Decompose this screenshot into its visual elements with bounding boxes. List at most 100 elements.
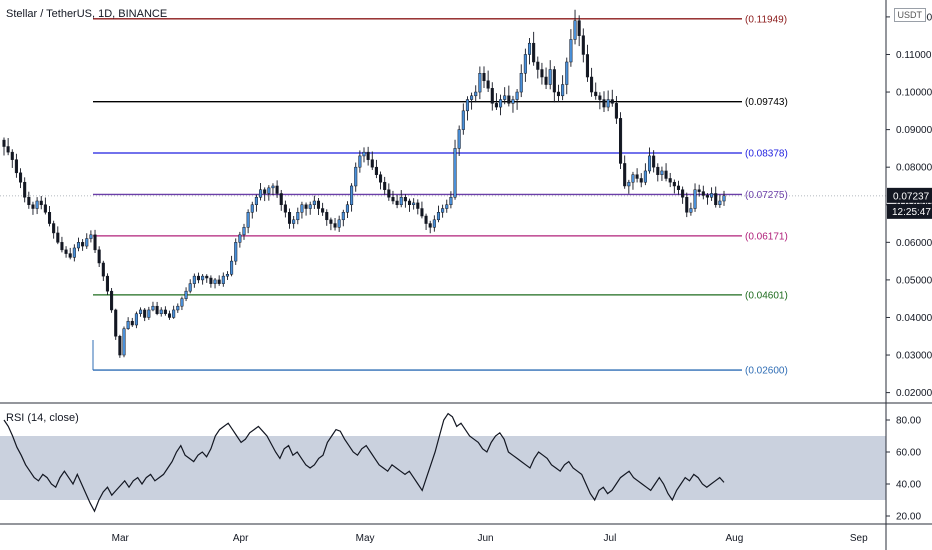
level-label: (0.09743) (745, 97, 788, 108)
candle (552, 66, 556, 103)
candle (97, 246, 101, 268)
candle (710, 187, 714, 201)
candlestick-series (2, 9, 726, 358)
candle (449, 191, 453, 209)
candle (172, 305, 176, 319)
candle (478, 66, 482, 100)
candle (507, 85, 511, 107)
candle (39, 195, 43, 210)
candle (341, 209, 345, 227)
candle (565, 57, 569, 95)
y-tick-label: 0.06000 (896, 238, 932, 249)
candle (287, 208, 292, 229)
candle (441, 204, 445, 218)
candle (122, 326, 126, 358)
candle (676, 180, 681, 195)
level-label: (0.04601) (745, 290, 788, 301)
candle (515, 89, 519, 110)
candle (225, 271, 229, 280)
candle (370, 151, 374, 171)
candle (412, 198, 416, 210)
candle (503, 87, 507, 105)
candle (31, 201, 35, 215)
candle (540, 62, 544, 85)
candle (263, 187, 267, 202)
candle (474, 85, 478, 103)
candle (519, 64, 523, 98)
horizontal-levels[interactable]: (0.11949) (0.09743) (0.08378) (0.07275) (0.0… (92, 14, 788, 377)
candle (254, 194, 258, 212)
candle (47, 206, 52, 227)
candle (453, 139, 457, 200)
candle (664, 163, 668, 182)
candle (35, 197, 39, 215)
candle (130, 317, 134, 327)
candle (345, 201, 349, 219)
candle (635, 168, 639, 183)
candle (155, 301, 159, 316)
level-label: (0.08378) (745, 148, 788, 159)
candle (85, 233, 89, 249)
candle (56, 226, 60, 245)
candle (325, 209, 329, 226)
candle (316, 198, 321, 215)
x-tick-label: Mar (112, 533, 130, 544)
y-tick-label: 0.11000 (896, 50, 932, 61)
candle (267, 185, 271, 201)
candle (623, 155, 627, 189)
currency-badge[interactable]: USDT (893, 8, 926, 22)
candle (395, 194, 399, 209)
candle (639, 173, 643, 188)
candle (217, 275, 221, 286)
candle (139, 307, 143, 317)
candle (43, 197, 47, 215)
y-tick-label: 0.05000 (896, 275, 932, 286)
price-tag (887, 187, 932, 203)
candle (180, 296, 184, 311)
candle (114, 308, 118, 340)
candle (196, 272, 201, 284)
chart-title: Stellar / TetherUS, 1D, BINANCE (6, 8, 168, 20)
candle (27, 191, 31, 209)
candle (333, 218, 337, 231)
level-label: (0.02600) (745, 366, 788, 377)
candle (230, 255, 234, 277)
candle (614, 96, 618, 124)
candle (656, 163, 660, 182)
candle (569, 29, 573, 67)
rsi-title: RSI (14, close) (6, 412, 79, 424)
x-tick-label: Apr (233, 533, 249, 544)
candle (523, 48, 527, 82)
candle (461, 103, 465, 135)
candle (201, 274, 205, 285)
candle (436, 205, 441, 223)
candle (23, 177, 27, 203)
candle (184, 287, 188, 302)
candle (126, 317, 130, 330)
candle (105, 273, 109, 295)
candle (350, 183, 354, 212)
candle (689, 202, 693, 216)
x-tick-label: Jun (477, 533, 493, 544)
current-price-marker: 0.07237 12:25:47 (887, 187, 932, 219)
candle (573, 9, 577, 45)
candle (548, 60, 552, 90)
candle (499, 94, 503, 116)
candle (465, 96, 469, 121)
candle (134, 311, 138, 329)
candle (143, 308, 147, 322)
candle (250, 201, 254, 219)
x-tick-label: Aug (725, 533, 743, 544)
rsi-tick-label: 60.00 (896, 448, 921, 459)
candle (159, 307, 163, 317)
candle (167, 310, 172, 320)
candle (445, 199, 449, 213)
candle (490, 82, 494, 111)
candle (304, 202, 308, 216)
candle (672, 179, 676, 194)
candle (652, 150, 656, 173)
candle (205, 274, 209, 283)
candle (577, 15, 581, 47)
candle (693, 183, 697, 212)
